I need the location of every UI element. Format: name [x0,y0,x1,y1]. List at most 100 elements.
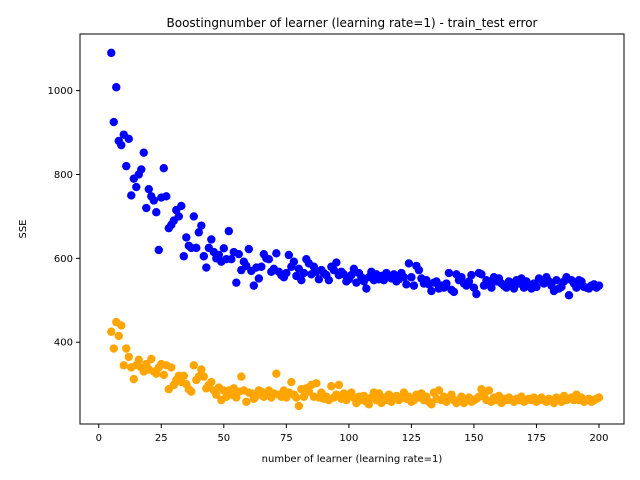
data-point [289,257,299,266]
data-point [124,134,133,144]
data-point [399,273,409,282]
data-point [347,270,356,280]
data-point [159,163,168,173]
data-point [114,331,123,341]
y-tick-label: 800 [54,170,73,181]
data-point [464,277,474,286]
data-point [449,287,459,297]
data-point [202,263,211,272]
data-point [207,235,216,244]
data-point [127,191,136,200]
data-point [134,355,143,365]
x-tick-label: 175 [527,433,546,444]
data-point [334,380,344,390]
data-point [117,140,126,150]
data-point [182,233,191,242]
data-point [107,327,116,336]
data-point [194,228,203,237]
x-tick-label: 100 [339,433,358,444]
data-point [552,275,561,285]
chart-title: Boostingnumber of learner (learning rate… [167,16,538,30]
data-point [122,161,131,171]
data-point [207,377,216,387]
data-point [572,283,581,292]
data-point [467,270,476,280]
data-point [332,258,341,267]
x-tick-label: 50 [217,433,230,444]
data-point [119,361,128,370]
data-point [152,208,161,217]
data-point [352,278,361,287]
data-point [117,321,126,330]
x-axis-label: number of learner (learning rate=1) [262,454,443,465]
data-point [227,254,236,264]
x-tick-label: 150 [464,433,483,444]
data-point [444,268,454,278]
data-point [282,268,291,278]
data-point [237,372,246,381]
data-point [187,387,196,396]
data-point [189,361,198,370]
data-point [469,283,479,292]
data-point [457,273,466,282]
data-point [154,245,163,255]
x-tick-label: 0 [96,433,102,444]
data-point [402,280,411,289]
data-point [234,249,244,259]
data-point [312,379,321,388]
data-point [294,401,304,411]
data-point [179,371,188,380]
data-point [109,117,118,127]
data-point [434,386,444,395]
x-tick-label: 25 [155,433,168,444]
data-point [414,265,424,275]
data-point [197,365,206,374]
data-point [224,226,234,236]
data-point [564,291,574,300]
data-point [132,182,141,192]
data-point [232,278,241,287]
data-point [149,196,158,205]
data-point [407,273,416,282]
x-tick-label: 200 [589,433,608,444]
data-point [112,83,121,92]
data-point [189,212,198,221]
x-tick-label: 125 [402,433,421,444]
data-point [167,363,176,372]
data-point [159,370,168,380]
data-point [272,369,281,378]
data-point [199,252,209,261]
data-point [324,275,334,285]
data-point [142,203,151,213]
data-point [442,279,451,288]
data-point [129,374,138,384]
data-point [314,275,324,284]
data-point [287,377,296,387]
data-point [122,344,131,353]
data-point [404,259,414,268]
data-point [174,212,183,221]
plot-frame [79,33,625,425]
data-point [487,283,496,292]
data-point [107,48,116,58]
data-point [219,244,229,253]
data-point [137,165,146,174]
y-axis-label: SSE [18,219,29,238]
x-axis-ticks: 0 25 50 75 100 125 150 175 200 [96,424,609,444]
data-point [409,281,419,290]
data-point [427,286,436,296]
data-point [109,344,118,353]
data-point [364,400,374,409]
data-point [594,393,604,402]
data-point [427,400,436,409]
data-point [249,281,259,290]
data-point [532,282,541,292]
data-point [292,393,301,402]
data-point [254,274,264,283]
data-point [297,275,306,285]
data-point [144,184,153,194]
y-tick-label: 1000 [48,86,73,97]
data-point [192,243,201,253]
